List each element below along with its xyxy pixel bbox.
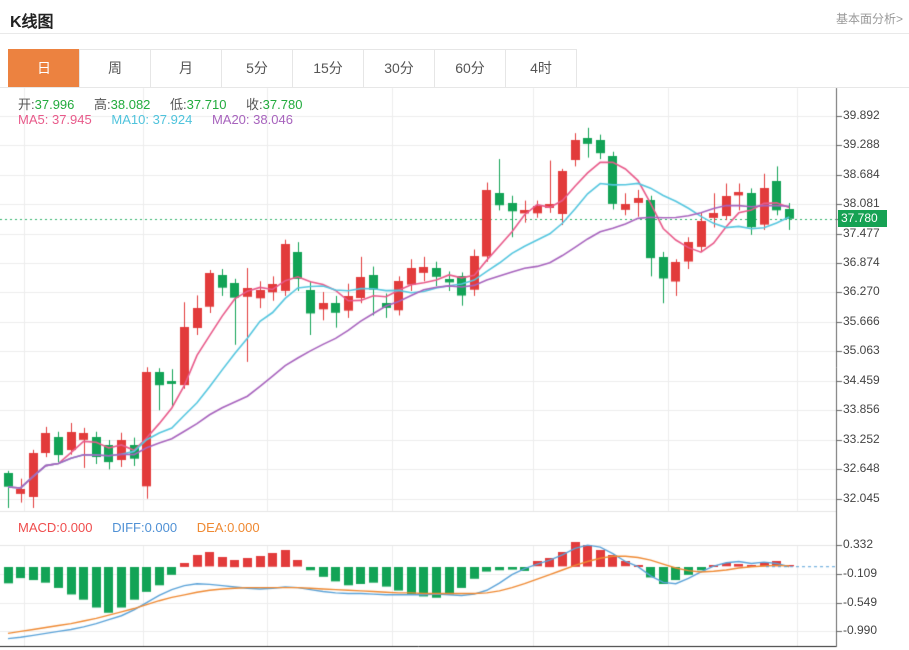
price-axis-label: 39.288 xyxy=(843,137,880,151)
ma10-readout: MA10: 37.924 xyxy=(111,112,193,127)
price-axis-label: 32.045 xyxy=(843,490,880,505)
macd-axis-label: -0.549 xyxy=(843,594,878,609)
high-label: 高: xyxy=(94,97,111,112)
ma20-readout: MA20: 38.046 xyxy=(211,112,293,127)
macd-axis-label: 0.332 xyxy=(843,537,874,551)
price-axis-label: 36.874 xyxy=(843,254,880,269)
open-value: 37.996 xyxy=(34,97,75,112)
low-label: 低: xyxy=(170,97,187,112)
high-value: 38.082 xyxy=(110,97,151,112)
ma5-readout: MA5: 37.945 xyxy=(18,112,92,127)
low-value: 37.710 xyxy=(186,97,227,112)
close-label: 收: xyxy=(246,97,263,112)
price-axis-label: 35.063 xyxy=(843,343,880,358)
price-axis-label: 36.270 xyxy=(843,284,880,299)
tab-interval-1[interactable]: 周 xyxy=(79,49,151,88)
tab-interval-5[interactable]: 30分 xyxy=(363,49,435,88)
macd-axis-label: -0.990 xyxy=(843,623,878,638)
tab-interval-7[interactable]: 4时 xyxy=(505,49,577,88)
price-axis-label: 33.252 xyxy=(843,431,880,446)
price-axis-label: 33.856 xyxy=(843,402,880,417)
tab-interval-0[interactable]: 日 xyxy=(8,49,80,88)
fundamental-analysis-link[interactable]: 基本面分析> xyxy=(835,12,903,26)
price-axis-label: 37.477 xyxy=(843,225,880,240)
ma-readout: MA5: 37.945 MA10: 37.924 MA20: 38.046 xyxy=(18,112,293,127)
price-axis-label: 34.459 xyxy=(843,372,880,387)
price-axis-label: 38.684 xyxy=(843,166,880,181)
ohlc-readout: 开:37.996 高:38.082 低:37.710 收:37.780 xyxy=(18,94,318,113)
last-price-badge: 37.780 xyxy=(838,210,887,227)
macd-value-readout: MACD:0.000 xyxy=(18,520,93,535)
price-axis-label: 32.648 xyxy=(843,461,880,476)
dea-value-readout: DEA:0.000 xyxy=(196,520,260,535)
open-label: 开: xyxy=(18,97,35,112)
tab-interval-6[interactable]: 60分 xyxy=(434,49,506,88)
diff-value-readout: DIFF:0.000 xyxy=(112,520,178,535)
price-axis-label: 39.892 xyxy=(843,107,880,122)
close-value: 37.780 xyxy=(262,97,303,112)
page-title: K线图 xyxy=(10,14,54,31)
price-axis-label: 38.081 xyxy=(843,195,880,210)
header-divider xyxy=(0,33,909,34)
interval-tabbar: 日周月 5分 15分 30分 60分 4时 xyxy=(8,49,577,88)
chart-top-border xyxy=(0,87,909,88)
tab-interval-2[interactable]: 月 xyxy=(150,49,222,88)
price-axis-label: 35.666 xyxy=(843,314,880,328)
tab-interval-4[interactable]: 15分 xyxy=(292,49,364,88)
macd-readout: MACD:0.000 DIFF:0.000 DEA:0.000 xyxy=(18,520,260,535)
tab-interval-3[interactable]: 5分 xyxy=(221,49,293,88)
macd-axis-label: -0.109 xyxy=(843,565,878,580)
